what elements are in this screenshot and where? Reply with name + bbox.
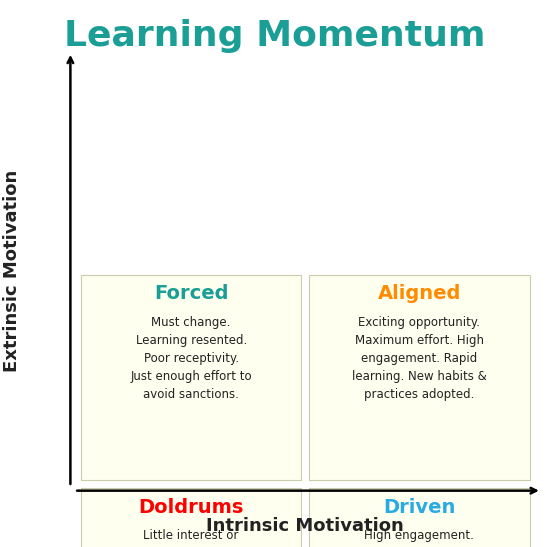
Text: Little interest or
pressure. Learning is
continually pushed
aside by other
prior: Little interest or pressure. Learning is…	[129, 529, 253, 547]
Text: Must change.
Learning resented.
Poor receptivity.
Just enough effort to
avoid sa: Must change. Learning resented. Poor rec…	[130, 316, 252, 401]
Text: Learning Momentum: Learning Momentum	[64, 19, 486, 53]
Text: Driven: Driven	[383, 498, 455, 517]
Text: High engagement.
Rapid learning. Lack
of learning support.
Opportunities to use
: High engagement. Rapid learning. Lack of…	[355, 529, 483, 547]
Text: Doldrums: Doldrums	[139, 498, 244, 517]
FancyBboxPatch shape	[81, 488, 301, 547]
FancyBboxPatch shape	[309, 488, 530, 547]
Text: Forced: Forced	[154, 284, 228, 304]
Text: Extrinsic Motivation: Extrinsic Motivation	[3, 170, 21, 372]
FancyBboxPatch shape	[309, 275, 530, 480]
FancyBboxPatch shape	[81, 275, 301, 480]
Text: Exciting opportunity.
Maximum effort. High
engagement. Rapid
learning. New habit: Exciting opportunity. Maximum effort. Hi…	[352, 316, 487, 401]
Text: Intrinsic Motivation: Intrinsic Motivation	[206, 517, 404, 535]
Text: Aligned: Aligned	[378, 284, 461, 304]
